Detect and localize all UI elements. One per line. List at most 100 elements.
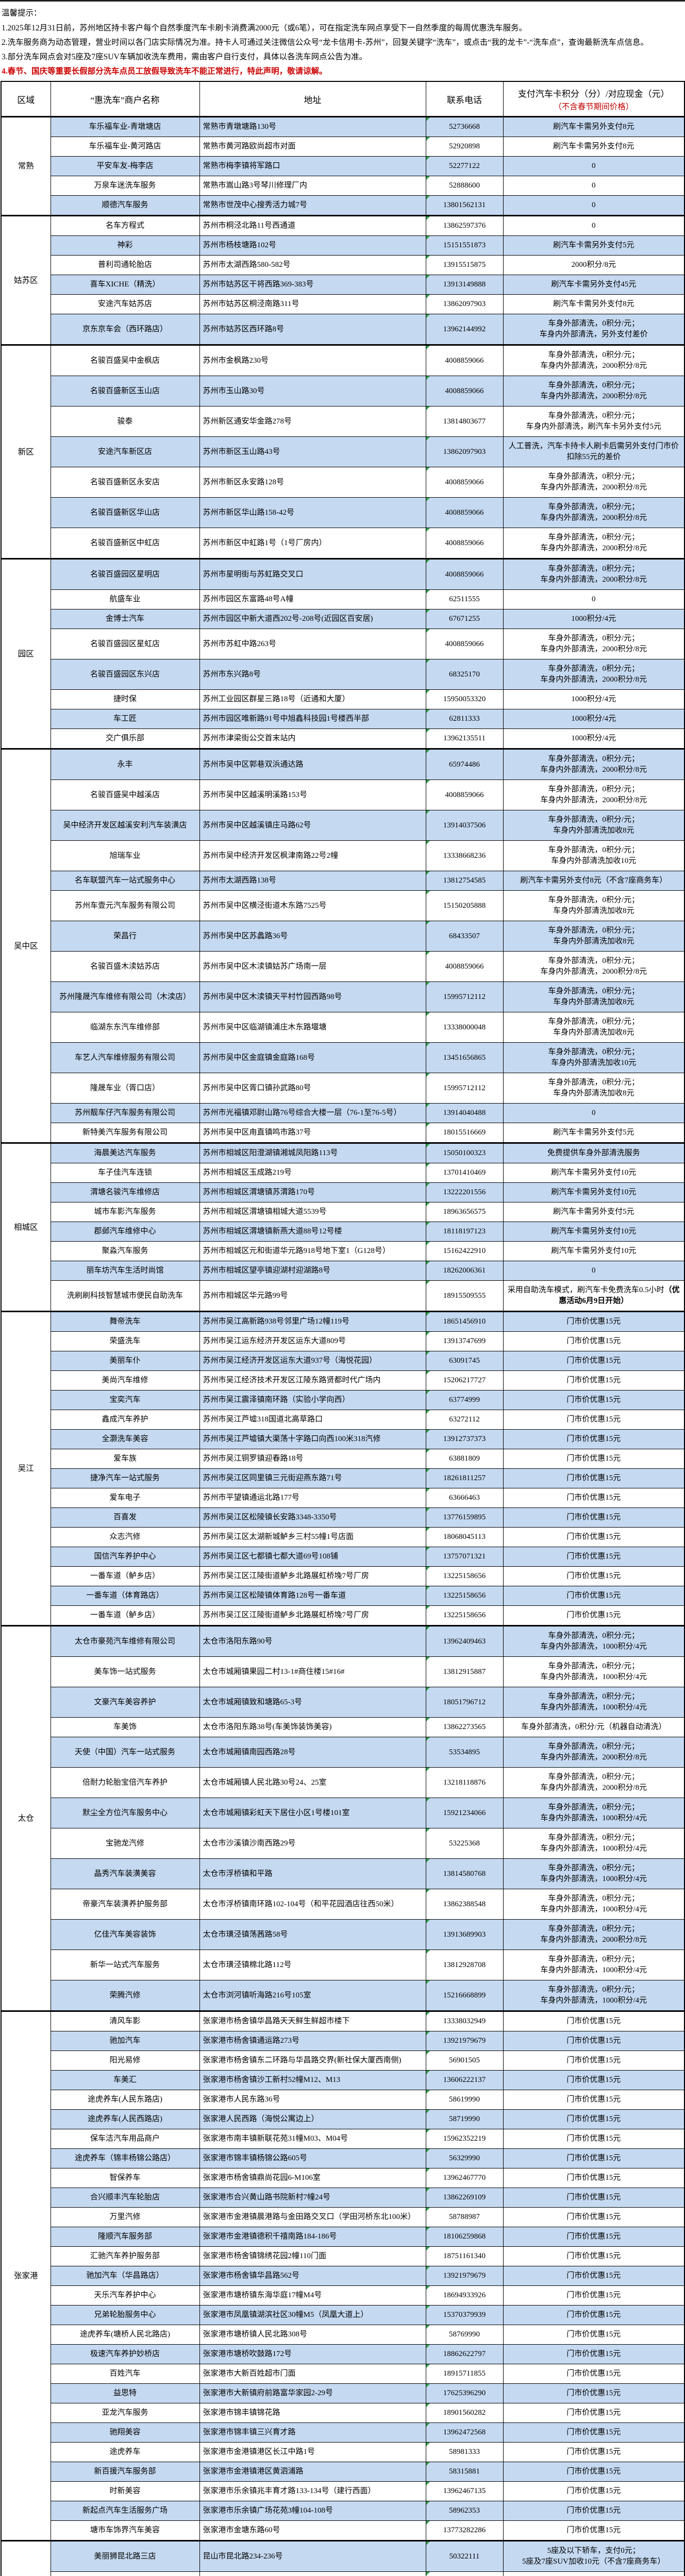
green-corner-marker-icon <box>426 1950 430 1954</box>
address-cell: 太仓市璜泾镇棉北路112号 <box>199 1950 426 1980</box>
phone-cell: 13218118876 <box>425 1767 504 1798</box>
table-row: 安途汽车姑苏店 苏州市姑苏区桐泾南路311号 13862097903 刷汽车卡需另外支… <box>1 294 685 314</box>
table-row: 新起点汽车生活服务广场 张家港市乐余镇广场花苑3幢104-108号 58962353… <box>1 2501 685 2521</box>
address-cell: 苏州市相城区渭塘镇新燕大道88号12号楼 <box>199 1222 426 1242</box>
merchant-name-cell: 万里汽修 <box>50 2207 200 2227</box>
merchant-name-cell: 驰加汽车 <box>50 2031 200 2051</box>
address-cell: 苏州市姑苏区桐泾南路311号 <box>199 294 426 314</box>
phone-cell: 52888600 <box>425 176 504 196</box>
fee-cell: 门市价优惠15元 <box>503 2109 685 2129</box>
table-row: 新百援汽车服务部 张家港市金港镇港区黄泗浦路 58315881 门市价优惠15元 <box>1 2462 685 2482</box>
phone-cell: 13862097903 <box>425 294 504 314</box>
phone-cell: 13773282286 <box>425 2520 504 2541</box>
merchant-name-cell: 洗刷刷科技智慧城市便民自助洗车 <box>50 1280 200 1312</box>
merchant-name-cell: 名骏百盛园区东兴店 <box>50 659 200 690</box>
green-corner-marker-icon <box>426 1859 430 1862</box>
table-row: 隆顺汽车服务部 张家港市金港镇德积千禧南路184-186号 18106259868 门… <box>1 2227 685 2247</box>
green-corner-marker-icon <box>426 1586 430 1590</box>
table-row: 鑫成汽车养护 苏州市吴江芦墟318国道北高草路口 63272112 门市价优惠15元 <box>1 1410 685 1430</box>
table-row: 吴中经济开发区越溪安利汽车装潢店 苏州市吴中区越溪镇庄马路62号 139140375… <box>1 810 685 841</box>
merchant-name-cell: 临湖东东汽车维修部 <box>50 1012 200 1043</box>
merchant-name-cell: 隆顺汽车服务部 <box>50 2227 200 2247</box>
table-row: 车艺人汽车维修服务有限公司 苏州市吴中区金庭镇金庭路168号 13451656865… <box>1 1042 685 1073</box>
green-corner-marker-icon <box>426 2542 430 2545</box>
green-corner-marker-icon <box>426 2247 430 2250</box>
green-corner-marker-icon <box>426 2266 430 2270</box>
green-corner-marker-icon <box>426 1261 430 1265</box>
address-cell: 苏州市吴中区临湖镇浦庄木东路堰塘 <box>199 1012 426 1043</box>
merchant-name-cell: 喜车XICHE（精洗） <box>50 275 200 295</box>
green-corner-marker-icon <box>426 1508 430 1512</box>
table-row: 帝豪汽车装潢养护服务部 太仓市浮桥镇南环路102-104号（和平花园酒店往西50米… <box>1 1889 685 1920</box>
green-corner-marker-icon <box>426 1469 430 1472</box>
page-top-border <box>0 0 685 2</box>
fee-cell: 5座及以下轿车，支付0元； 5座及7座SUV加收10元（不含7座商务车） <box>503 2571 685 2576</box>
fee-cell: 门市价优惠15元 <box>503 1449 685 1469</box>
address-cell: 张家港市凤凰镇湖滨社区30幢M5（凤凰大道上） <box>199 2305 426 2325</box>
header-fee-line1: 支付汽车卡积分（分）/对应现金（元） <box>517 89 670 99</box>
green-corner-marker-icon <box>426 659 430 663</box>
table-row: 苏州隆晟汽车维修有限公司（木渎店） 苏州市吴中区木渎镇天平村竹园西路98号 1599… <box>1 981 685 1012</box>
merchant-name-cell: 车乐福车业-黄河路店 <box>50 137 200 157</box>
phone-cell: 63091745 <box>425 1351 504 1371</box>
fee-cell: 车身外部清洗，0积分/元； 车身内外部清洗，2000积分/8元 <box>503 497 685 528</box>
merchant-name-cell: 车子佳汽车连锁 <box>50 1163 200 1183</box>
address-cell: 苏州市园区中新大道西202号-208号(近园区百安居) <box>199 609 426 629</box>
green-corner-marker-icon <box>426 2129 430 2133</box>
table-row: 新华一站式汽车服务 太仓市璜泾镇棉北路112号 13812928708 车身外部清洗，… <box>1 1950 685 1980</box>
table-row: 荣昌行 苏州市吴中区苏蠡路36号 68433507 车身外部清洗，0积分/元； 车身内… <box>1 921 685 952</box>
address-cell: 苏州市吴江经济开发区运东大道937号（海悦花园） <box>199 1351 426 1371</box>
merchant-name-cell: 美丽狮昆北路三店 <box>50 2540 200 2572</box>
fee-cell: 门市价优惠15元 <box>503 1586 685 1606</box>
fee-cell: 门市价优惠15元 <box>503 1331 685 1351</box>
merchant-name-cell: 新华一站式汽车服务 <box>50 1950 200 1980</box>
table-row: 金博士汽车 苏州市园区中新大道西202号-208号(近园区百安居) 67671255… <box>1 609 685 629</box>
notice-title: 温馨提示： <box>2 9 42 18</box>
green-corner-marker-icon <box>426 2501 430 2505</box>
address-cell: 苏州市吴中区木渎镇姑苏广场南一层 <box>199 951 426 982</box>
green-corner-marker-icon <box>426 1528 430 1531</box>
header-fee-line2: （不含春节期间价格） <box>554 102 634 111</box>
fee-cell: 门市价优惠15元 <box>503 1488 685 1508</box>
fee-cell: 车身外部清洗，0积分/元； 车身内外部清洗，1000积分/4元 <box>503 1980 685 2011</box>
phone-cell: 18915509555 <box>425 1280 504 1312</box>
merchant-name-cell: 车乐福车业-青墩塘店 <box>50 116 200 137</box>
green-corner-marker-icon <box>426 1012 430 1016</box>
merchant-name-cell: 名骏百盛新区永安店 <box>50 467 200 498</box>
phone-cell: 13222201556 <box>425 1182 504 1202</box>
green-corner-marker-icon <box>426 2051 430 2055</box>
fee-cell: 刷汽车卡需另外支付8元（不含7座商务车） <box>503 871 685 891</box>
phone-cell: 13862269109 <box>425 2188 504 2208</box>
table-row: 驰加汽车（华昌路店） 张家港市杨舍镇华昌路562号 13921979679 门市价优惠… <box>1 2266 685 2286</box>
phone-cell: 4008859066 <box>425 951 504 982</box>
fee-cell: 0 <box>503 215 685 236</box>
green-corner-marker-icon <box>426 2071 430 2074</box>
address-cell: 苏州市吴江高新路938号邻里广场12幢119号 <box>199 1311 426 1332</box>
address-cell: 苏州市苏虹中路263号 <box>199 629 426 659</box>
address-cell: 苏州市园区东富路48号A幢 <box>199 589 426 609</box>
fee-cell: 门市价优惠15元 <box>503 1390 685 1410</box>
phone-cell: 62511555 <box>425 589 504 609</box>
merchant-name-cell: 天使（中国）汽车一站式服务 <box>50 1737 200 1768</box>
address-cell: 昆山市昆北路234-236号 <box>199 2540 426 2572</box>
green-corner-marker-icon <box>426 1371 430 1375</box>
phone-cell: 4008859066 <box>425 467 504 498</box>
fee-cell: 刷汽车卡需另外支付10元 <box>503 1241 685 1261</box>
region-cell: 新区 <box>1 344 51 559</box>
merchant-name-cell: 舞帝洗车 <box>50 1311 200 1332</box>
green-corner-marker-icon <box>426 217 430 220</box>
fee-cell: 0 <box>503 1103 685 1123</box>
phone-cell: 63774999 <box>425 1390 504 1410</box>
fee-cell: 车身外部清洗，0积分/元； 车身内外部清洗，2000积分/8元 <box>503 659 685 690</box>
phone-cell: 65974486 <box>425 748 504 780</box>
fee-cell: 0 <box>503 589 685 609</box>
fee-cell: 门市价优惠15元 <box>503 1566 685 1586</box>
address-cell: 张家港市金港镇港区长江中路1号 <box>199 2442 426 2462</box>
table-row: 姑苏区 名车方程式 苏州市桐泾北路11号西通道 13862597376 0 <box>1 215 685 345</box>
phone-cell: 68325170 <box>425 659 504 690</box>
fee-cell: 门市价优惠15元 <box>503 2031 685 2051</box>
merchant-name-cell: 亚龙汽车服务 <box>50 2403 200 2423</box>
region-cell: 常熟 <box>1 116 51 216</box>
address-cell: 太仓市洛阳东路38号(车美饰装饰美容) <box>199 1717 426 1737</box>
green-corner-marker-icon <box>426 1889 430 1893</box>
